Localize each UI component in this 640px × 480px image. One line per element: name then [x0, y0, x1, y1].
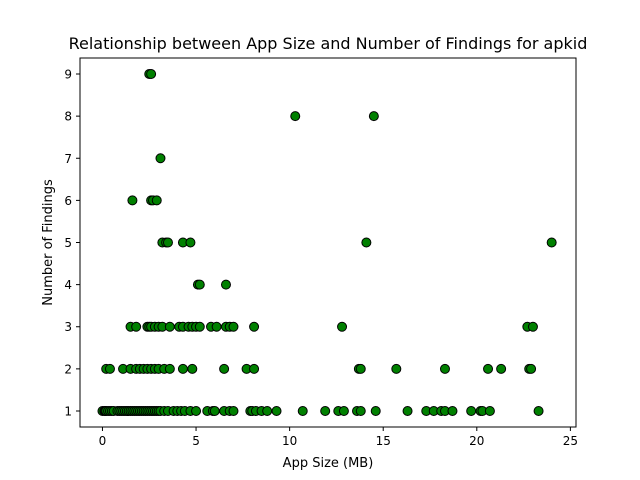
data-point — [228, 321, 239, 332]
y-tick-label: 3 — [64, 320, 72, 334]
data-point — [546, 237, 557, 248]
data-point — [177, 363, 188, 374]
data-point — [187, 363, 198, 374]
y-axis-ticks: 1 2 3 4 5 6 7 8 9 — [64, 68, 80, 418]
data-point — [355, 363, 366, 374]
data-point — [162, 237, 173, 248]
data-point — [219, 363, 230, 374]
data-point — [185, 237, 196, 248]
x-axis-ticks: 0 5 10 15 20 25 — [99, 427, 578, 448]
data-point — [194, 321, 205, 332]
y-tick-label: 1 — [64, 404, 72, 418]
data-point — [320, 405, 331, 416]
data-point — [370, 405, 381, 416]
data-point — [337, 321, 348, 332]
data-point — [466, 405, 477, 416]
x-tick-label: 5 — [192, 434, 200, 448]
chart-title: Relationship between App Size and Number… — [69, 34, 588, 53]
data-point — [271, 405, 282, 416]
data-point — [526, 363, 537, 374]
data-point — [211, 321, 222, 332]
x-axis-label: App Size (MB) — [283, 456, 374, 471]
data-point — [220, 279, 231, 290]
x-tick-label: 15 — [376, 434, 391, 448]
data-point — [483, 363, 494, 374]
data-point — [527, 321, 538, 332]
plot-frame — [79, 57, 577, 428]
x-tick-label: 0 — [99, 434, 107, 448]
data-point — [290, 111, 301, 122]
y-tick-label: 8 — [64, 110, 72, 124]
data-point — [228, 405, 239, 416]
data-point — [484, 405, 495, 416]
data-point — [249, 363, 260, 374]
data-point — [164, 321, 175, 332]
data-point — [191, 405, 202, 416]
y-axis-label: Number of Findings — [41, 179, 56, 306]
data-point — [338, 405, 349, 416]
data-point — [262, 405, 273, 416]
data-point — [151, 195, 162, 206]
data-point — [104, 363, 115, 374]
data-point — [439, 363, 450, 374]
data-point — [361, 237, 372, 248]
x-tick-label: 25 — [563, 434, 578, 448]
y-tick-label: 2 — [64, 362, 72, 376]
x-tick-label: 10 — [282, 434, 297, 448]
y-tick-label: 5 — [64, 236, 72, 250]
data-point — [155, 153, 166, 164]
y-tick-label: 4 — [64, 278, 72, 292]
data-point — [496, 363, 507, 374]
x-tick-label: 20 — [469, 434, 484, 448]
data-point — [131, 321, 142, 332]
data-point — [146, 69, 157, 80]
data-point — [355, 405, 366, 416]
data-point — [127, 195, 138, 206]
data-point — [194, 279, 205, 290]
data-point — [391, 363, 402, 374]
data-point — [402, 405, 413, 416]
data-point — [297, 405, 308, 416]
y-tick-label: 6 — [64, 194, 72, 208]
data-point — [533, 405, 544, 416]
data-point — [447, 405, 458, 416]
data-point — [209, 405, 220, 416]
y-tick-label: 9 — [64, 68, 72, 82]
data-point — [164, 363, 175, 374]
data-point — [249, 321, 260, 332]
data-points — [97, 69, 557, 416]
y-tick-label: 7 — [64, 152, 72, 166]
data-point — [368, 111, 379, 122]
